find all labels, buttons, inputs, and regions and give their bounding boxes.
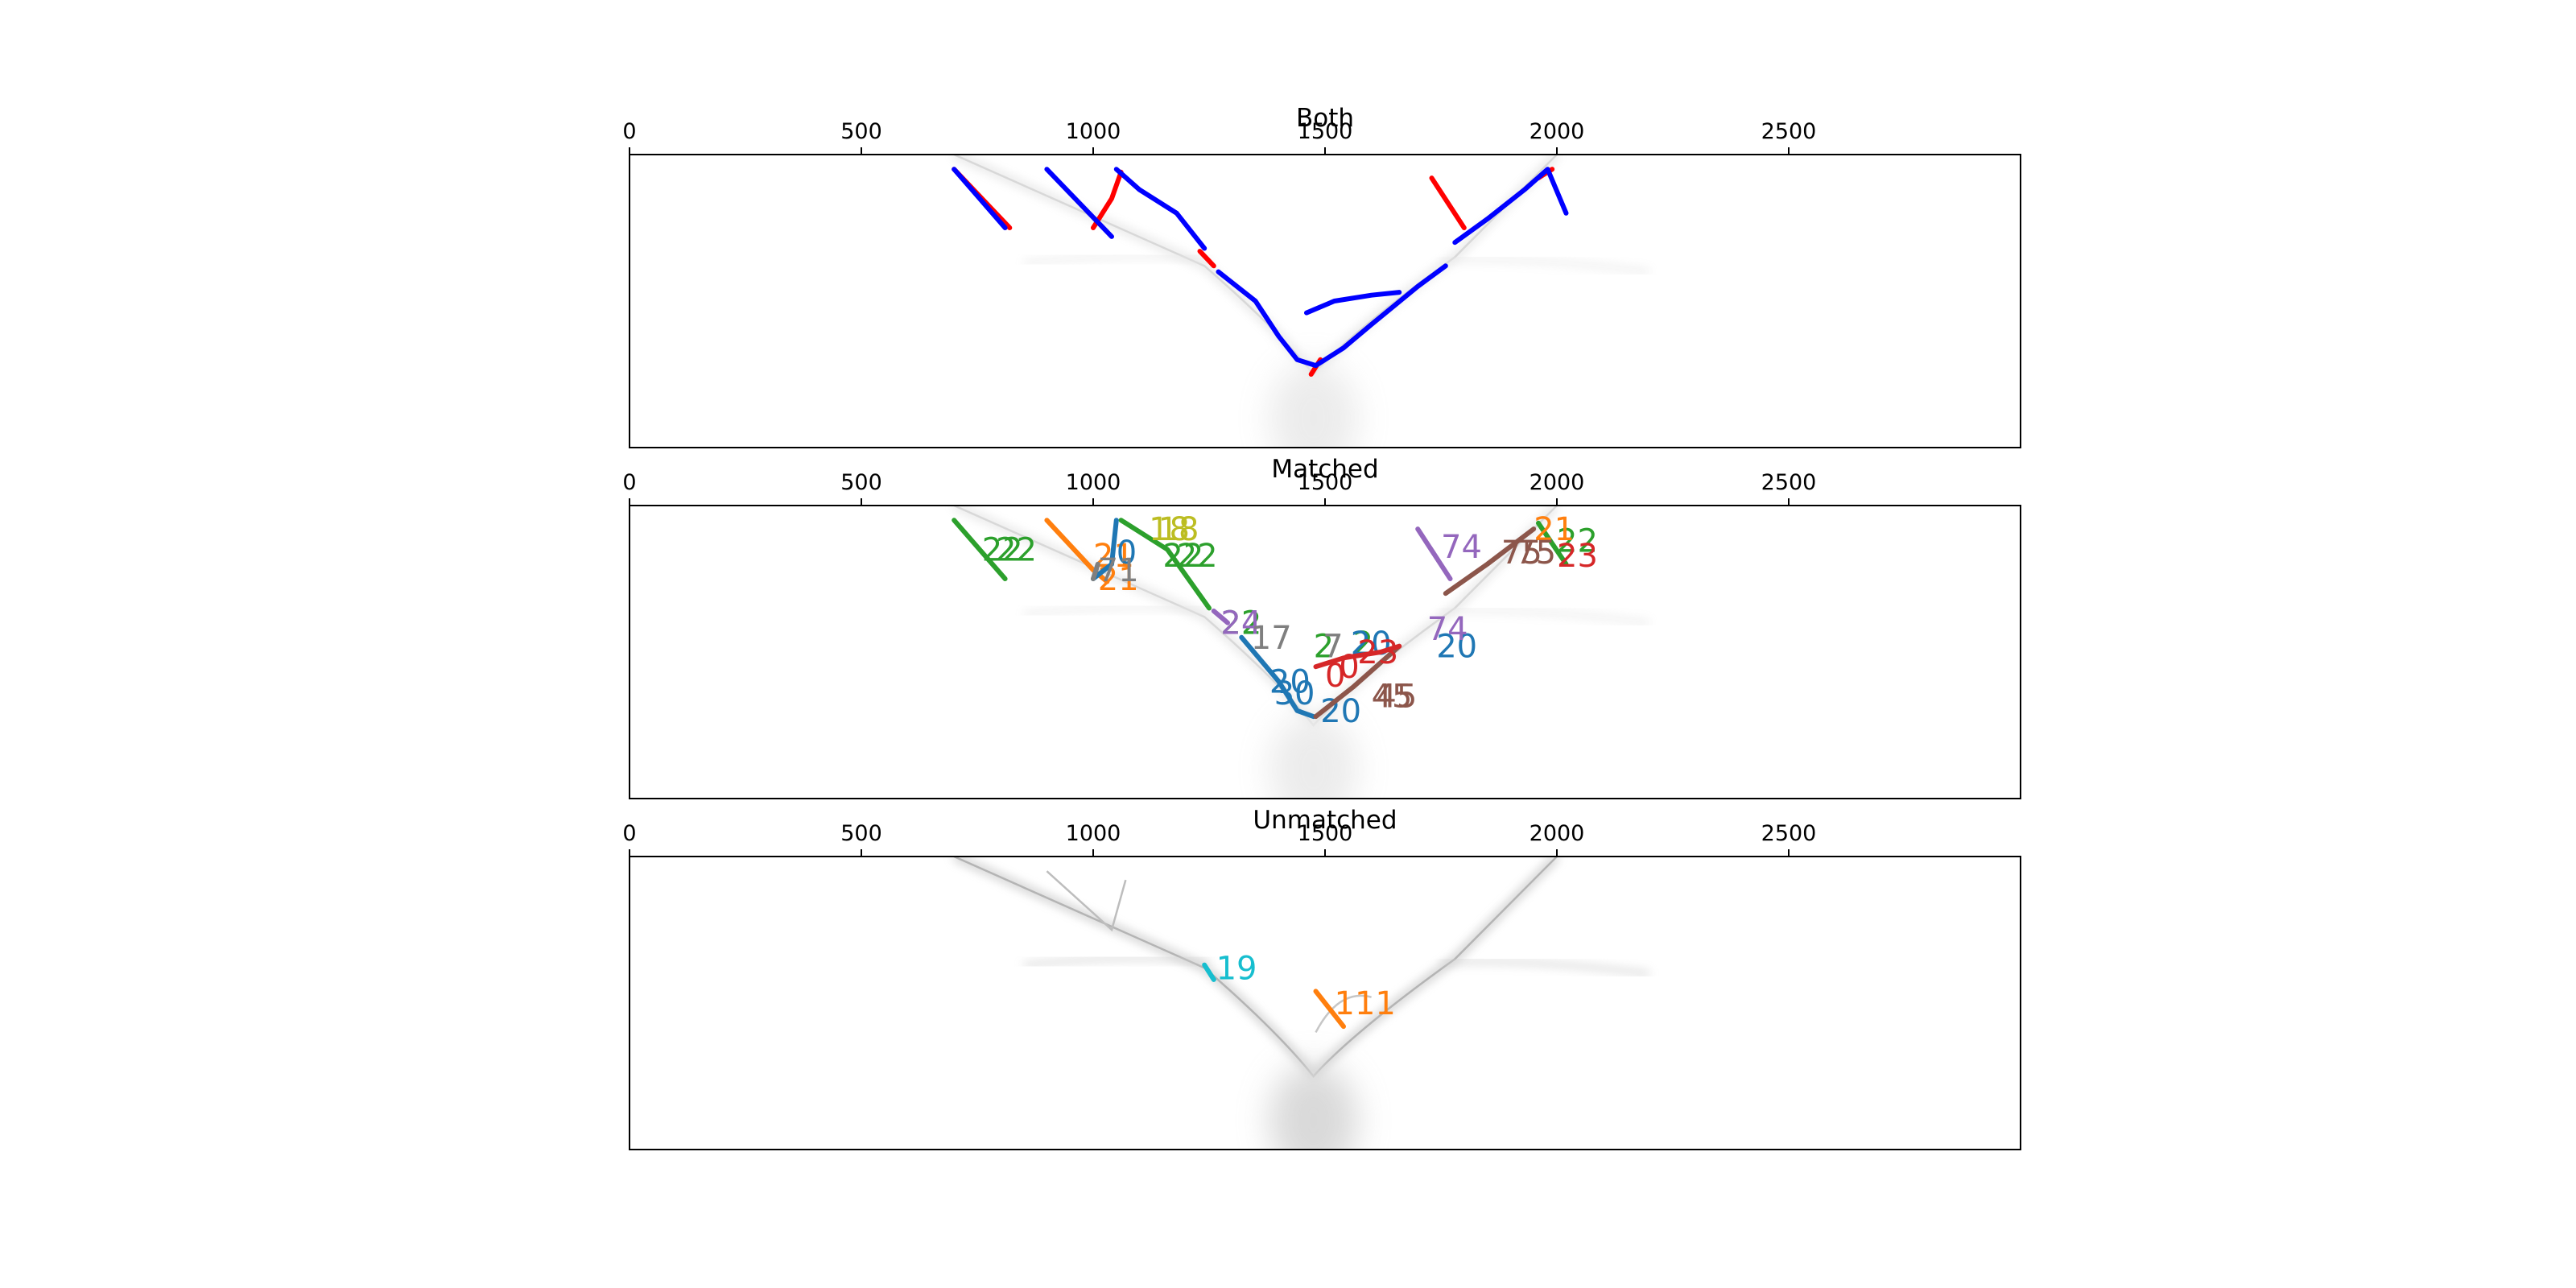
series-1-line-6 (1452, 167, 1569, 246)
series-1-line-5 (1304, 290, 1402, 316)
track-label: 71 (1098, 552, 1139, 589)
panel-title: Both (1296, 104, 1354, 133)
track-label: 7 (1323, 629, 1343, 666)
background-curve (952, 506, 1650, 799)
plot-area (952, 155, 1650, 448)
track-label: 18 (1158, 511, 1199, 548)
series-0-line-3 (1429, 175, 1467, 230)
track-label: 22 (996, 532, 1037, 569)
panel-title: Matched (1271, 455, 1378, 484)
x-tick-label: 2000 (1530, 821, 1585, 846)
x-tick-label: 0 (622, 119, 636, 144)
panel-title: Unmatched (1253, 806, 1397, 835)
series-0 (952, 167, 1555, 377)
track-label: 21 (1534, 511, 1575, 548)
series-1-line-1 (1044, 167, 1114, 239)
track-label: 22 (1177, 538, 1218, 575)
series-4-line-0 (1415, 526, 1453, 581)
track-label: 75 (1515, 535, 1556, 572)
x-tick-label: 1000 (1066, 821, 1121, 846)
track-label: 45 (1376, 679, 1417, 716)
track-label: 111 (1335, 985, 1396, 1022)
series-0: 19 (1202, 950, 1257, 987)
series-6-line-0 (1313, 643, 1402, 670)
x-tick-label: 500 (840, 821, 882, 846)
series-4-line-1 (1211, 609, 1230, 625)
panel-both: 0 500 1000 1500 2000 2500 Both (622, 104, 2021, 448)
series-0-line-0 (952, 518, 1008, 581)
series-5-line-1 (1313, 643, 1402, 720)
x-tick-label: 0 (622, 470, 636, 495)
track-label: 23 (1357, 634, 1398, 671)
track-label: 20 (1436, 629, 1477, 666)
panel-unmatched: 19 111 0 500 1000 1500 2000 2500 Unmatched (622, 806, 2021, 1150)
x-tick-label: 2500 (1761, 119, 1817, 144)
track-label: 0 (1325, 658, 1345, 695)
x-tick-label: 500 (840, 119, 882, 144)
x-tick-label: 2500 (1761, 470, 1817, 495)
series-7-line-0 (1091, 561, 1100, 581)
track-label: 17 (1251, 620, 1292, 657)
series-1: 111 (1313, 985, 1396, 1030)
track-label: 45 (1372, 679, 1413, 716)
series-0-line-2 (1197, 249, 1216, 269)
series-2-line-1 (1239, 634, 1316, 720)
series-0-line-2 (1536, 520, 1569, 567)
series-1-line-4 (1313, 263, 1448, 369)
series-1 (952, 167, 1569, 369)
series-0-line-0 (1202, 962, 1216, 982)
series-1-line-0 (1313, 989, 1346, 1030)
x-tick-label: 500 (840, 470, 882, 495)
track-label: 0 (1339, 649, 1359, 686)
series-1-line-0 (1044, 518, 1110, 584)
track-label: 2 (1314, 629, 1334, 666)
x-tick-label: 1500 (1298, 821, 1353, 846)
track-label: 20 (1269, 663, 1311, 700)
x-tick-label: 2000 (1530, 470, 1585, 495)
track-label: 19 (1216, 950, 1257, 987)
x-tick-label: 1500 (1298, 119, 1353, 144)
series-1-line-0 (952, 167, 1008, 230)
x-tick-label: 1000 (1066, 119, 1121, 144)
x-tick-label: 1000 (1066, 470, 1121, 495)
series-4: 24 74 74 (1211, 526, 1482, 648)
series-2-line-0 (1091, 518, 1119, 581)
track-label: 22 (982, 532, 1023, 569)
background-curve (952, 155, 1650, 448)
series-7: 17 7 71 (1091, 552, 1344, 666)
track-label: 24 (1220, 605, 1261, 642)
track-label: 74 (1427, 611, 1468, 648)
x-tick-label: 0 (622, 821, 636, 846)
track-label: 75 (1501, 535, 1542, 572)
series-0-line-1 (1091, 169, 1124, 230)
series-0-line-1 (1118, 518, 1212, 611)
series-1-line-3 (1216, 269, 1319, 369)
plot-area: 19 111 (952, 857, 1650, 1150)
track-label: 18 (1149, 511, 1190, 548)
background-curve (952, 857, 1650, 1150)
x-tick-label: 2500 (1761, 821, 1817, 846)
track-label: 74 (1441, 529, 1482, 566)
track-label: 30 (1274, 675, 1315, 712)
track-label: 0 (1117, 535, 1137, 572)
track-label: 22 (1557, 523, 1598, 560)
x-tick-label: 1500 (1298, 470, 1353, 495)
series-1-line-2 (1113, 167, 1208, 251)
series-5-line-0 (1443, 526, 1537, 597)
track-label: 22 (1162, 538, 1203, 575)
x-tick-label: 2000 (1530, 119, 1585, 144)
track-label: 23 (1557, 538, 1598, 575)
